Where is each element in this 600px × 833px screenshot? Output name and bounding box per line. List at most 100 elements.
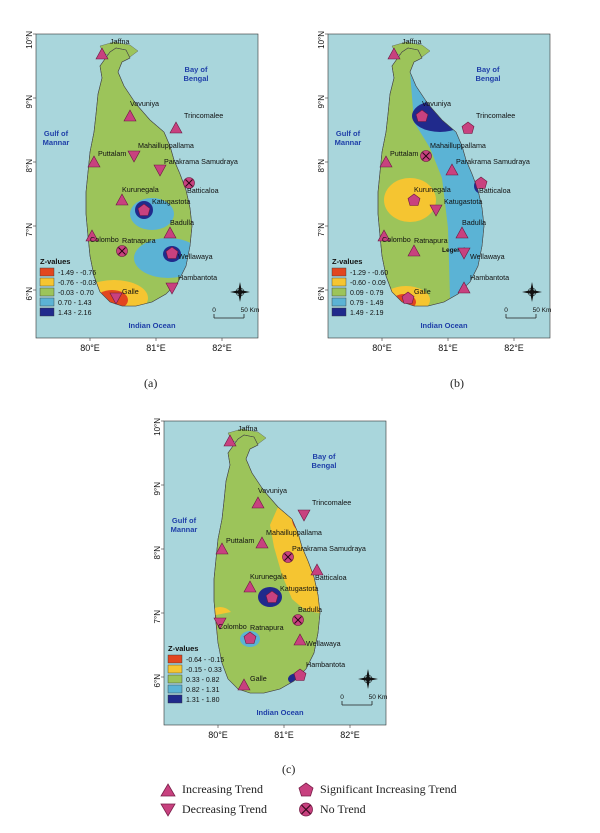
legend-label-4: 1.49 - 2.19	[350, 310, 384, 317]
station-jaffna-increasing-icon	[223, 434, 237, 447]
station-badulla-label: Badulla	[298, 605, 322, 614]
gulf-label-line1: Gulf of	[172, 516, 197, 525]
station-badulla-increasing-icon	[455, 226, 469, 239]
map-c: 10°N 9°N 8°N 7°N 6°N 80°E 81°E 82°E Bay ofBengal…	[153, 418, 387, 740]
station-badulla-label: Badulla	[462, 218, 486, 227]
compass-ring	[527, 287, 537, 297]
station-galle-increasing-icon	[237, 678, 251, 691]
ocean-label: Indian Ocean	[256, 708, 304, 717]
station-parakrama-samudraya-label: Parakrama Samudraya	[164, 157, 238, 166]
station-katugastota-label: Katugastota	[280, 584, 318, 593]
station-mahailluppallama-increasing-icon	[255, 536, 269, 549]
gulf-label-line2: Mannar	[43, 138, 70, 147]
station-ratnapura-increasing-icon	[407, 244, 421, 257]
legend-swatch-1	[331, 277, 347, 287]
lon-label-1: 81°E	[274, 730, 294, 740]
station-kurunegala-label: Kurunegala	[122, 185, 159, 194]
station-jaffna-increasing-icon	[95, 47, 109, 60]
station-vavuniya-label: Vavuniya	[130, 99, 159, 108]
station-katugastota-significant-increasing-icon	[265, 590, 279, 603]
legend-word: Legend	[442, 247, 465, 254]
lat-label-4: 6°N	[25, 287, 34, 301]
legend-label-1: -0.76 - -0.03	[58, 280, 96, 287]
lat-label-3: 7°N	[153, 610, 162, 624]
station-batticaloa-no-trend-cross-b	[185, 179, 193, 187]
caption-c: (c)	[282, 762, 296, 776]
scale-bar-zero: 0	[212, 307, 216, 314]
station-hambantota-increasing-icon	[457, 281, 471, 294]
station-trincomalee-increasing-icon	[169, 121, 183, 134]
legend-label-2: 0.33 - 0.82	[186, 677, 220, 684]
legend-label-4: 1.31 - 1.80	[186, 697, 220, 704]
legend-increasing: Increasing Trend	[160, 782, 263, 797]
map-a: 10°N 9°N 8°N 7°N 6°N 80°E 81°E 82°E Bay ofBengal…	[25, 31, 259, 353]
station-vavuniya-increasing-icon	[251, 496, 265, 509]
bay-label-line2: Bengal	[475, 74, 500, 83]
compass-icon	[522, 282, 542, 302]
gulf-label-line2: Mannar	[171, 525, 198, 534]
station-vavuniya-increasing-icon	[123, 109, 137, 122]
station-mahailluppallama-no-trend-icon	[420, 150, 432, 162]
station-parakrama-samudraya-no-trend-cross-b	[284, 553, 292, 561]
station-wellawaya-label: Wellawaya	[306, 639, 341, 648]
bay-label-line2: Bengal	[311, 461, 336, 470]
station-mahailluppallama-decreasing-icon	[127, 150, 141, 163]
legend-label-3: 0.70 - 1.43	[58, 300, 92, 307]
decreasing-trend-icon	[160, 803, 176, 817]
legend-swatch-1	[167, 664, 183, 674]
station-parakrama-samudraya-decreasing-icon	[153, 164, 167, 177]
scale-bar-zero: 0	[340, 694, 344, 701]
station-badulla-label: Badulla	[170, 218, 194, 227]
station-puttalam-label: Puttalam	[98, 149, 126, 158]
station-ratnapura-significant-increasing-icon	[243, 631, 257, 644]
legend-notrend-label: No Trend	[320, 802, 366, 816]
compass-ew	[358, 677, 378, 681]
station-parakrama-samudraya-label: Parakrama Samudraya	[456, 157, 530, 166]
legend-swatch-0	[331, 267, 347, 277]
legend-swatch-4	[331, 307, 347, 317]
legend-label-2: 0.09 - 0.79	[350, 290, 384, 297]
station-galle-label: Galle	[250, 674, 267, 683]
station-puttalam-label: Puttalam	[226, 536, 254, 545]
zone-0	[270, 507, 320, 613]
station-batticaloa-label: Batticaloa	[187, 186, 219, 195]
station-mahailluppallama-label: Mahailluppallama	[266, 528, 322, 537]
legend-swatch-3	[167, 684, 183, 694]
station-katugastota-decreasing-icon	[429, 204, 443, 217]
map-b: 10°N 9°N 8°N 7°N 6°N 80°E 81°E 82°E Bay ofBengal…	[317, 31, 551, 353]
stations: Jaffna Vavuniya Trincomalee Puttalam Mahaill…	[85, 37, 238, 305]
station-badulla-increasing-icon	[163, 226, 177, 239]
station-batticaloa-significant-increasing-icon	[474, 176, 488, 189]
station-hambantota-decreasing-icon	[165, 282, 179, 295]
stations: Jaffna Vavuniya Trincomalee Puttalam Mahaill…	[213, 424, 366, 691]
station-batticaloa-no-trend-icon	[183, 177, 195, 189]
lat-label-1: 9°N	[317, 95, 326, 109]
legend-sig-increasing: Significant Increasing Trend	[298, 782, 457, 797]
station-badulla-no-trend-icon	[292, 614, 304, 626]
legend-sig-increasing-label: Significant Increasing Trend	[320, 782, 457, 796]
symbol-legend: Increasing Trend Decreasing Trend Signif…	[160, 782, 480, 822]
station-parakrama-samudraya-label: Parakrama Samudraya	[292, 544, 366, 553]
bay-label-line1: Bay of	[313, 452, 336, 461]
station-vavuniya-label: Vavuniya	[258, 486, 287, 495]
station-ratnapura-no-trend-cross-b	[118, 247, 126, 255]
legend-swatch-1	[39, 277, 55, 287]
bay-label-line1: Bay of	[185, 65, 208, 74]
station-galle-label: Galle	[122, 287, 139, 296]
station-kurunegala-significant-increasing-icon	[407, 193, 421, 206]
station-katugastota-label: Katugastota	[444, 197, 482, 206]
zone-4	[216, 607, 296, 693]
lon-label-0: 80°E	[80, 343, 100, 353]
compass-ew	[230, 290, 250, 294]
compass-icon	[358, 669, 378, 689]
station-batticaloa-label: Batticaloa	[479, 186, 511, 195]
legend-swatch-2	[167, 674, 183, 684]
lat-label-3: 7°N	[25, 223, 34, 237]
station-vavuniya-significant-increasing-icon	[415, 109, 429, 122]
lat-label-0: 10°N	[153, 418, 162, 436]
station-trincomalee-label: Trincomalee	[312, 498, 351, 507]
ocean-label: Indian Ocean	[128, 321, 176, 330]
station-parakrama-samudraya-no-trend-icon	[282, 551, 294, 563]
station-colombo-label: Colombo	[382, 235, 411, 244]
station-wellawaya-label: Wellawaya	[178, 252, 213, 261]
